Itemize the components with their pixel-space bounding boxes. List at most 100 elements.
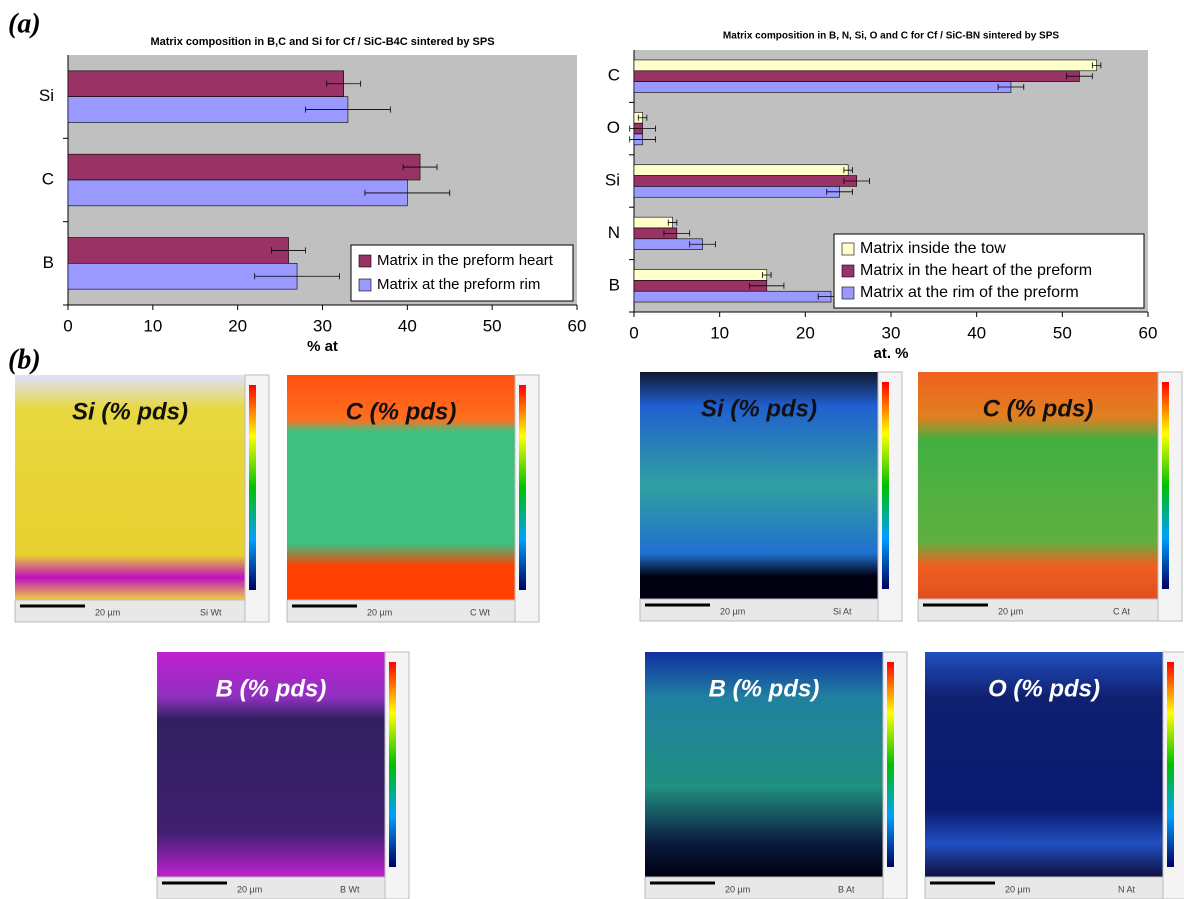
error-bar <box>1091 62 1102 69</box>
error-bar <box>826 188 853 195</box>
signal-label: N At <box>1118 884 1136 894</box>
bar <box>633 216 673 229</box>
y-tick-label: C <box>608 66 620 85</box>
x-tick-label: 20 <box>228 316 247 335</box>
error-bar <box>364 189 451 196</box>
y-tick-label: Si <box>39 86 54 105</box>
legend-label: Matrix at the preform rim <box>377 276 540 293</box>
color-scale <box>249 385 256 590</box>
legend-swatch <box>358 254 372 268</box>
x-tick-label: 10 <box>143 316 162 335</box>
element-map <box>287 375 515 600</box>
error-bar <box>254 273 340 280</box>
error-bar <box>997 84 1025 91</box>
x-tick-label: 20 <box>796 323 815 342</box>
legend-label: Matrix in the preform heart <box>377 252 554 269</box>
map-label: B (% pds) <box>216 675 327 702</box>
error-bar <box>305 106 391 113</box>
chart-title: Matrix composition in B, N, Si, O and C … <box>723 31 1059 42</box>
x-tick-label: 50 <box>1053 323 1072 342</box>
error-bar <box>749 282 785 289</box>
color-scale <box>519 385 526 590</box>
scale-label: 20 µm <box>1005 884 1030 894</box>
bar <box>633 186 840 198</box>
error-bar <box>1066 73 1093 80</box>
scale-label: 20 µm <box>95 607 120 617</box>
y-tick-label: B <box>609 275 620 294</box>
x-tick-label: 40 <box>398 316 417 335</box>
element-map <box>640 372 878 599</box>
element-map <box>918 372 1158 599</box>
bar <box>633 164 849 176</box>
panel-label: (a) <box>8 8 41 39</box>
legend-label: Matrix in the heart of the preform <box>860 262 1092 279</box>
bar <box>67 237 289 264</box>
color-scale <box>1162 382 1169 589</box>
chart-title: Matrix composition in B,C and Si for Cf … <box>150 36 494 48</box>
error-bar <box>637 114 648 121</box>
legend-label: Matrix at the rim of the preform <box>860 284 1079 301</box>
error-bar <box>843 178 870 184</box>
color-scale-panel <box>1157 371 1183 622</box>
signal-label: Si Wt <box>200 607 222 617</box>
map-label: C (% pds) <box>983 395 1094 422</box>
map-label: C (% pds) <box>346 398 457 425</box>
map-label: Si (% pds) <box>701 395 817 422</box>
scale-label: 20 µm <box>237 884 262 894</box>
legend-swatch <box>841 286 855 300</box>
legend <box>833 233 1145 309</box>
legend-label: Matrix inside the tow <box>860 240 1006 257</box>
legend-swatch <box>358 278 372 292</box>
element-map <box>15 375 245 600</box>
x-axis-label: at. % <box>873 345 908 362</box>
color-scale-panel <box>514 374 540 623</box>
x-tick-label: 10 <box>710 323 729 342</box>
legend-swatch <box>841 242 855 256</box>
scale-label: 20 µm <box>720 606 745 616</box>
x-tick-label: 0 <box>629 323 638 342</box>
error-bar <box>629 125 656 132</box>
x-tick-label: 30 <box>882 323 901 342</box>
bar <box>633 290 832 303</box>
bar <box>633 280 768 292</box>
error-bar <box>762 271 772 278</box>
x-tick-label: 0 <box>63 316 72 335</box>
element-map <box>925 652 1163 877</box>
y-tick-label: B <box>43 253 54 272</box>
y-tick-label: Si <box>605 170 620 189</box>
x-tick-label: 50 <box>483 316 502 335</box>
color-scale <box>887 662 894 867</box>
color-scale-panel <box>384 651 410 899</box>
bar <box>633 59 1097 72</box>
x-tick-label: 60 <box>1139 323 1158 342</box>
signal-label: B Wt <box>340 884 360 894</box>
element-map <box>645 652 883 877</box>
y-tick-label: O <box>607 118 620 137</box>
element-map <box>157 652 385 877</box>
error-bar <box>629 136 656 143</box>
bar <box>633 81 1012 93</box>
x-tick-label: 40 <box>967 323 986 342</box>
signal-label: C At <box>1113 606 1131 616</box>
bar <box>67 179 408 207</box>
map-label: B (% pds) <box>709 675 820 702</box>
y-tick-label: N <box>608 223 620 242</box>
map-label: O (% pds) <box>988 675 1100 702</box>
map-label: Si (% pds) <box>72 398 188 425</box>
panel-label: (b) <box>8 344 41 375</box>
bar <box>67 70 345 97</box>
error-bar <box>271 247 306 254</box>
error-bar <box>667 219 678 226</box>
color-scale <box>882 382 889 589</box>
signal-label: C Wt <box>470 607 490 617</box>
error-bar <box>402 164 438 171</box>
x-tick-label: 30 <box>313 316 332 335</box>
bar <box>633 269 768 281</box>
signal-label: Si At <box>833 606 852 616</box>
error-bar <box>689 241 716 248</box>
color-scale <box>389 662 396 867</box>
error-bar <box>843 167 853 174</box>
error-bar <box>663 230 691 237</box>
bar <box>633 175 858 187</box>
